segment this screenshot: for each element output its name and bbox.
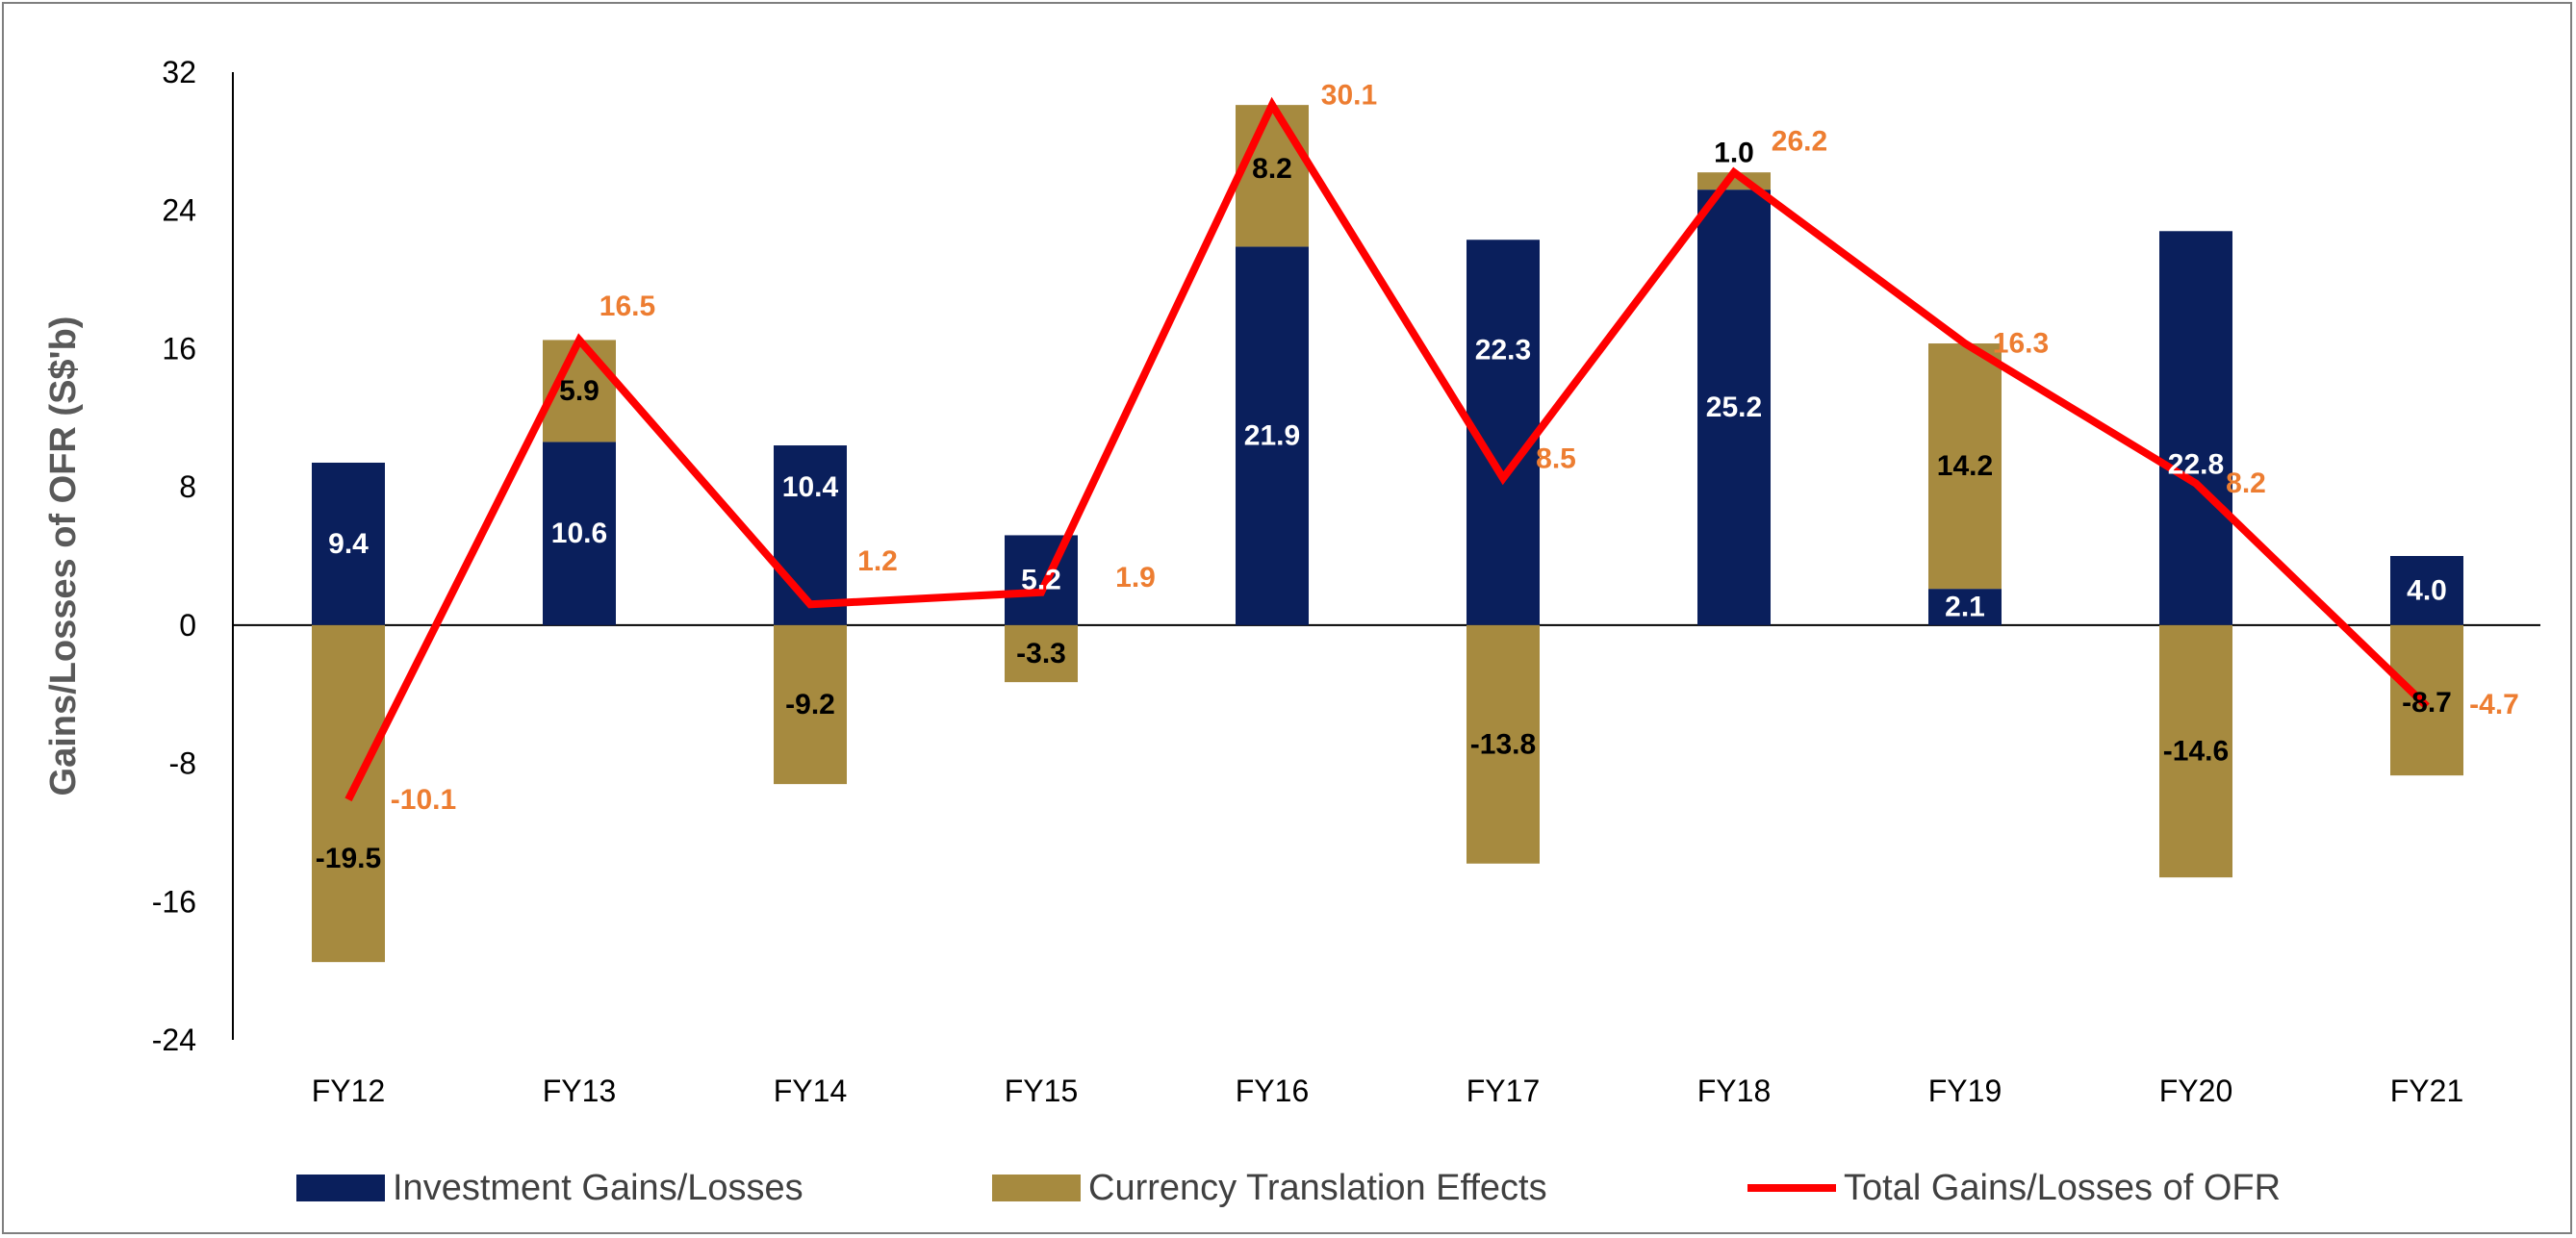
label-total-FY19: 16.3 [1993,328,2049,360]
legend-swatch-0 [296,1175,385,1201]
y-axis-title: Gains/Losses of OFR (S$'b) [43,316,84,796]
y-tick-label-6: -16 [152,884,196,919]
label-investment-FY14: 10.4 [782,471,839,503]
label-currency-FY18: 1.0 [1714,138,1754,169]
label-investment-FY16: 21.9 [1244,420,1300,452]
bar-investment-FY14 [774,445,847,625]
label-investment-FY15: 5.2 [1021,565,1061,596]
bar-currency-FY16 [1236,105,1309,247]
label-currency-FY13: 5.9 [559,375,599,407]
bar-currency-FY20 [2159,624,2232,878]
y-tick-label-2: 16 [162,331,196,366]
bar-currency-FY14 [774,624,847,785]
x-tick-label-FY16: FY16 [1236,1074,1309,1108]
axis-layer: 32 24 16 8 0 -8 -16 -24 Gains/Losses of OFR (S$'… [43,55,2540,1108]
legend-label-0: Investment Gains/Losses [393,1168,803,1208]
y-tick-label-7: -24 [152,1023,196,1057]
label-currency-FY15: -3.3 [1016,638,1066,670]
label-investment-FY20: 22.8 [2168,448,2224,480]
label-currency-FY14: -9.2 [785,689,835,720]
bar-investment-FY16 [1236,246,1309,625]
label-currency-FY19: 14.2 [1937,450,1993,482]
bar-investment-FY12 [312,462,385,625]
label-total-FY21: -4.7 [2469,689,2519,720]
bar-investment-FY18 [1697,189,1771,625]
bar-investment-FY21 [2390,556,2463,625]
bar-currency-FY21 [2390,624,2463,776]
bar-layer [312,105,2463,963]
label-investment-FY13: 10.6 [551,518,607,549]
legend-item-1: Currency Translation Effects [992,1168,1547,1208]
legend-item-2: Total Gains/Losses of OFR [1747,1168,2281,1208]
label-investment-FY12: 9.4 [328,528,369,560]
line-layer [344,96,2430,802]
label-investment-FY19: 2.1 [1945,591,1985,622]
label-investment-FY21: 4.0 [2407,574,2447,606]
x-tick-label-FY20: FY20 [2159,1074,2232,1108]
legend-item-0: Investment Gains/Losses [296,1168,803,1208]
chart: 32 24 16 8 0 -8 -16 -24 Gains/Losses of OFR (S$'… [43,55,2540,1208]
label-investment-FY18: 25.2 [1706,392,1762,423]
legend-swatch-1 [992,1175,1081,1201]
y-tick-label-1: 24 [162,193,196,228]
y-tick-label-3: 8 [179,469,196,504]
bar-investment-FY19 [1928,589,2002,625]
x-tick-label-FY21: FY21 [2390,1074,2463,1108]
label-currency-FY12: -19.5 [316,843,381,874]
label-total-FY13: 16.5 [599,291,655,322]
y-tick-label-4: 0 [179,608,196,643]
label-total-FY14: 1.2 [857,545,898,577]
label-total-FY15: 1.9 [1115,562,1156,594]
legend-layer: Investment Gains/Losses Currency Translat… [296,1168,2281,1208]
label-total-FY20: 8.2 [2226,467,2266,499]
x-tick-label-FY12: FY12 [312,1074,385,1108]
x-tick-label-FY13: FY13 [543,1074,616,1108]
x-tick-label-FY15: FY15 [1005,1074,1078,1108]
bar-currency-FY17 [1467,624,1540,864]
label-currency-FY20: -14.6 [2163,735,2229,767]
x-tick-label-FY19: FY19 [1928,1074,2002,1108]
bar-currency-FY15 [1005,624,1078,683]
label-total-FY17: 8.5 [1536,443,1576,475]
label-total-FY16: 30.1 [1321,80,1377,112]
label-total-FY12: -10.1 [391,784,456,816]
label-currency-FY17: -13.8 [1470,728,1536,760]
bar-investment-FY15 [1005,535,1078,625]
y-tick-label-0: 32 [162,55,196,89]
label-investment-FY17: 22.3 [1475,335,1531,366]
label-currency-FY16: 8.2 [1252,153,1292,185]
legend-label-1: Currency Translation Effects [1088,1168,1547,1208]
label-layer: 9.4 10.6 10.4 5.2 21.9 22.3 25.2 2.1 22.8 4.0 -19.… [316,80,2519,874]
x-tick-label-FY17: FY17 [1467,1074,1540,1108]
legend-label-2: Total Gains/Losses of OFR [1844,1168,2281,1208]
line-total [344,96,2430,802]
bar-investment-FY13 [543,442,616,625]
bar-currency-FY19 [1928,343,2002,590]
x-tick-label-FY18: FY18 [1697,1074,1771,1108]
x-tick-label-FY14: FY14 [774,1074,847,1108]
label-total-FY18: 26.2 [1772,126,1827,158]
y-tick-label-5: -8 [169,746,196,781]
label-currency-FY21: -8.7 [2402,687,2452,719]
bar-investment-FY20 [2159,231,2232,625]
